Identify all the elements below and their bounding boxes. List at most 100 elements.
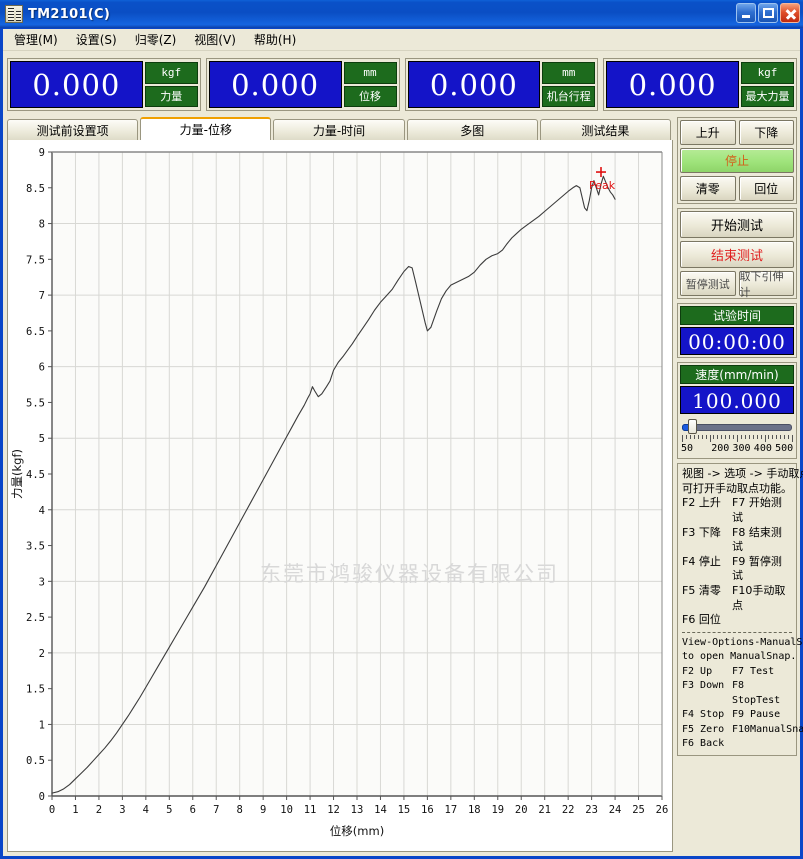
zero-button[interactable]: 清零 (680, 176, 736, 201)
title-bar: TM2101(C) (0, 0, 803, 28)
help-box: 视图 -> 选项 -> 手动取点, 可打开手动取点功能。 F2 上升 F7 开始… (677, 463, 803, 756)
speed-tick-label: 500 (775, 443, 794, 454)
help-en-row-2: F4 Stop F9 Pause (682, 708, 792, 723)
menu-zero[interactable]: 归零(Z) (134, 33, 177, 47)
speed-tick-label: 200 (711, 443, 730, 454)
readout-force-name: 力量 (144, 85, 198, 107)
help-cn-row-4-right (732, 613, 792, 628)
readout-panels: 0.000 kgf 力量 0.000 mm 位移 0.000 mm 机台行程 (7, 58, 797, 111)
help-en-row-1: F3 Down F8 StopTest (682, 679, 792, 708)
speed-tick-label: 50 (681, 443, 694, 454)
svg-text:6: 6 (39, 362, 45, 374)
help-cn-row-1-left: F3 下降 (682, 525, 721, 539)
help-divider (682, 631, 792, 633)
help-cn-row-3-left: F5 清零 (682, 584, 721, 597)
chart-panel[interactable]: 0 0.5 1 1.5 2 2.5 3 3.5 4 4.5 5 5.5 6 6.5 7 7.5 8 8.5 9 0 1 2… (7, 140, 673, 852)
help-en-row-3-left: F5 Zero (682, 723, 725, 735)
tab-force-displacement[interactable]: 力量-位移 (140, 117, 272, 141)
close-button[interactable] (780, 3, 800, 23)
readout-stroke-unit: mm (542, 62, 596, 84)
timer-value: 00:00:00 (680, 327, 794, 355)
menu-bar: 管理(M) 设置(S) 归零(Z) 视图(V) 帮助(H) (3, 29, 800, 51)
svg-text:3: 3 (119, 804, 125, 816)
svg-text:14: 14 (374, 804, 387, 816)
svg-text:7: 7 (213, 804, 219, 816)
minimize-button[interactable] (736, 3, 756, 23)
svg-text:5: 5 (39, 433, 45, 445)
tab-pre-test-settings[interactable]: 测试前设置项 (7, 119, 139, 141)
start-test-button[interactable]: 开始测试 (680, 211, 794, 238)
help-en-row-3-right: F10ManualSnap (732, 723, 803, 735)
pause-test-button[interactable]: 暂停测试 (680, 271, 736, 296)
svg-text:4: 4 (39, 505, 45, 517)
speed-slider[interactable] (682, 419, 792, 434)
window-title: TM2101(C) (28, 6, 111, 22)
motion-control-group: 上升 下降 停止 清零 回位 (677, 117, 797, 204)
svg-text:23: 23 (585, 804, 598, 816)
help-cn-row-1-right: F8 结束测试 (732, 525, 782, 554)
speed-slider-tick-labels: 50 200 300 400 500 (681, 443, 793, 456)
speed-slider-thumb[interactable] (688, 419, 697, 434)
svg-text:8: 8 (39, 219, 45, 231)
menu-manage[interactable]: 管理(M) (14, 33, 58, 47)
up-button[interactable]: 上升 (680, 120, 736, 145)
svg-text:21: 21 (538, 804, 551, 816)
svg-text:力量(kgf): 力量(kgf) (10, 449, 24, 499)
svg-text:6: 6 (190, 804, 196, 816)
help-cn-row-2-right: F9 暂停测试 (732, 554, 782, 583)
tab-test-results[interactable]: 测试结果 (539, 119, 672, 141)
readout-stroke: 0.000 mm 机台行程 (404, 58, 599, 111)
svg-text:1.5: 1.5 (26, 684, 45, 696)
help-en-row-2-left: F4 Stop (682, 709, 725, 721)
stop-button[interactable]: 停止 (680, 148, 794, 173)
readout-stroke-name: 机台行程 (542, 85, 596, 107)
svg-text:11: 11 (304, 804, 317, 816)
help-en-line1: View-Options-ManualSanp, (682, 636, 803, 648)
help-cn-row-3: F5 清零 F10手动取点 (682, 584, 792, 613)
svg-text:2: 2 (96, 804, 102, 816)
help-en-row-0-right: F7 Test (732, 665, 775, 677)
down-button[interactable]: 下降 (738, 120, 794, 145)
help-en-row-1-left: F3 Down (682, 680, 725, 692)
help-en-row-3: F5 Zero F10ManualSnap (682, 723, 803, 738)
svg-text:9: 9 (39, 147, 45, 159)
help-cn-row-4-left: F6 回位 (682, 613, 721, 627)
help-en-row-1-right: F8 StopTest (732, 680, 781, 706)
svg-text:5.5: 5.5 (26, 397, 45, 409)
end-test-button[interactable]: 结束测试 (680, 241, 794, 268)
back-button[interactable]: 回位 (738, 176, 794, 201)
speed-group: 速度(mm/min) 100.000 50 200 300 400 500 (677, 362, 797, 459)
svg-text:22: 22 (562, 804, 575, 816)
menu-help[interactable]: 帮助(H) (253, 33, 297, 47)
svg-text:0: 0 (49, 804, 55, 816)
readout-force-unit: kgf (144, 62, 198, 84)
menu-settings[interactable]: 设置(S) (75, 33, 117, 47)
help-en-row-0: F2 Up F7 Test (682, 665, 792, 680)
svg-text:0.5: 0.5 (26, 755, 45, 767)
remove-extensometer-button[interactable]: 取下引伸计 (738, 270, 794, 299)
readout-force-value: 0.000 (10, 61, 143, 108)
svg-text:位移(mm): 位移(mm) (330, 824, 384, 838)
readout-max-force-value: 0.000 (606, 61, 739, 108)
tab-force-time[interactable]: 力量-时间 (273, 119, 405, 141)
readout-max-force-labels: kgf 最大力量 (740, 59, 796, 110)
help-cn-row-0-right: F7 开始测试 (732, 496, 782, 524)
speed-slider-track[interactable] (682, 424, 792, 431)
help-cn-row-0: F2 上升 F7 开始测试 (682, 496, 792, 525)
svg-text:6.5: 6.5 (26, 326, 45, 338)
readout-max-force: 0.000 kgf 最大力量 (603, 58, 797, 111)
readout-displacement: 0.000 mm 位移 (205, 58, 400, 111)
svg-text:12: 12 (327, 804, 340, 816)
svg-text:24: 24 (609, 804, 622, 816)
timer-label: 试验时间 (680, 306, 794, 325)
svg-text:10: 10 (280, 804, 293, 816)
svg-text:2.5: 2.5 (26, 612, 45, 624)
maximize-button[interactable] (758, 3, 778, 23)
menu-view[interactable]: 视图(V) (194, 33, 236, 47)
speed-tick-label: 300 (732, 443, 751, 454)
readout-max-force-name: 最大力量 (741, 85, 794, 107)
svg-text:19: 19 (491, 804, 504, 816)
tab-multi-chart[interactable]: 多图 (406, 119, 538, 141)
control-panel: 上升 下降 停止 清零 回位 开始测试 结束测试 暂停测试 取下引伸计 (677, 117, 803, 852)
help-cn-row-0-left: F2 上升 (682, 496, 721, 510)
